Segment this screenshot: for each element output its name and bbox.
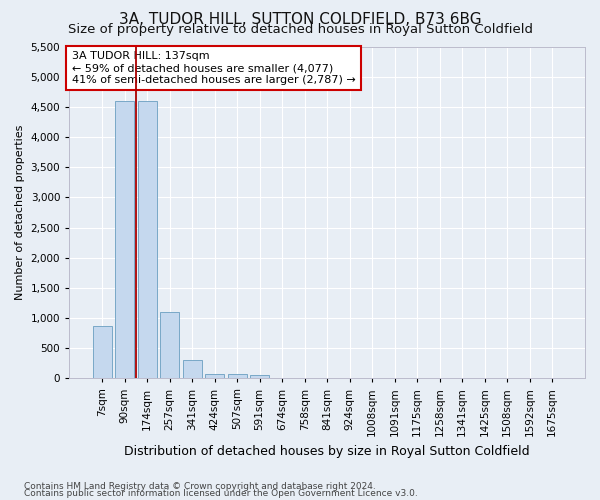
Bar bbox=[250, 375, 269, 378]
Bar bbox=[227, 374, 247, 378]
Bar bbox=[115, 101, 134, 378]
Text: Size of property relative to detached houses in Royal Sutton Coldfield: Size of property relative to detached ho… bbox=[67, 22, 533, 36]
Text: Contains public sector information licensed under the Open Government Licence v3: Contains public sector information licen… bbox=[24, 489, 418, 498]
Bar bbox=[137, 101, 157, 378]
Y-axis label: Number of detached properties: Number of detached properties bbox=[15, 125, 25, 300]
Text: 3A, TUDOR HILL, SUTTON COLDFIELD, B73 6BG: 3A, TUDOR HILL, SUTTON COLDFIELD, B73 6B… bbox=[119, 12, 481, 28]
Bar bbox=[160, 312, 179, 378]
Text: Contains HM Land Registry data © Crown copyright and database right 2024.: Contains HM Land Registry data © Crown c… bbox=[24, 482, 376, 491]
Bar bbox=[182, 360, 202, 378]
X-axis label: Distribution of detached houses by size in Royal Sutton Coldfield: Distribution of detached houses by size … bbox=[124, 444, 530, 458]
Bar bbox=[92, 326, 112, 378]
Text: 3A TUDOR HILL: 137sqm
← 59% of detached houses are smaller (4,077)
41% of semi-d: 3A TUDOR HILL: 137sqm ← 59% of detached … bbox=[72, 52, 356, 84]
Bar bbox=[205, 374, 224, 378]
